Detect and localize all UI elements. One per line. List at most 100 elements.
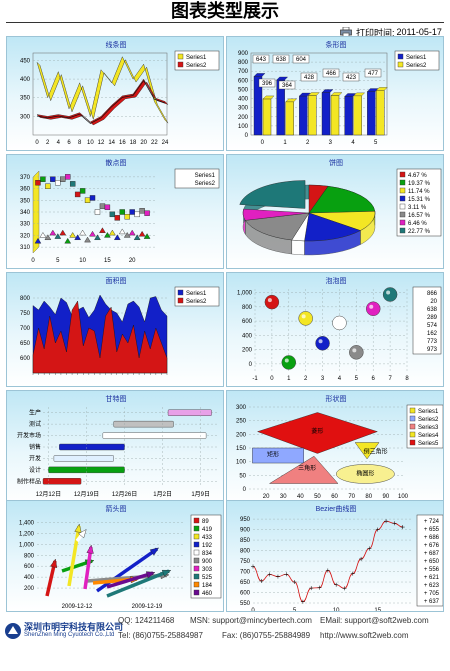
bubble-highlight xyxy=(335,318,340,323)
pie-side xyxy=(291,239,305,256)
bubble xyxy=(298,311,313,326)
legend-swatch xyxy=(399,227,406,234)
x-tick-label: 5 xyxy=(374,140,378,146)
y-tick-label: 0 xyxy=(249,362,253,368)
scatter-pyramid xyxy=(64,237,72,244)
bar xyxy=(262,98,272,136)
legend-swatch xyxy=(399,219,406,226)
scatter-cube xyxy=(55,180,61,186)
legend-label: + 705 xyxy=(424,591,440,597)
y-tick-label: 400 xyxy=(24,575,35,581)
chart-title: 条形图 xyxy=(326,40,347,49)
line-chart-panel: 线条图 300 350 400 450 0 2 4 6 8 10 12 14 16 18 20 22 24 Seri… xyxy=(6,36,224,151)
x-tick-label: 0 xyxy=(270,376,274,382)
data-label-box xyxy=(342,72,360,82)
legend-label: 16.57 % xyxy=(408,213,431,219)
printer-icon[interactable] xyxy=(340,27,352,37)
legend-label: Series2 xyxy=(195,181,216,187)
bar-top xyxy=(330,92,343,96)
y-tick-label: 850 xyxy=(240,538,251,544)
scatter-cube xyxy=(124,213,130,220)
bar-top xyxy=(285,98,298,102)
scatter-pyramid xyxy=(133,234,141,240)
y-tick-label: 1,000 xyxy=(237,291,253,297)
legend-label: 19.37 % xyxy=(408,181,431,187)
y-tick-label: 650 xyxy=(240,580,251,586)
bubble-chart: 泡泡图 0 200 400 600 800 1,000 -1 0 1 2 3 4 5 6 7 8 866 20 638… xyxy=(237,276,442,382)
x-tick-label: 7 xyxy=(388,376,392,382)
msn-contact[interactable]: MSN: support@mincybertech.com xyxy=(190,616,312,625)
arrow-shaft xyxy=(95,547,159,593)
area-chart-panel: 面积图 600 650 700 750 800 Series1 Series2 xyxy=(6,272,224,387)
y-tick-label: 1,400 xyxy=(19,520,35,526)
email-contact[interactable]: EMail: support@soft2web.com xyxy=(320,616,429,625)
legend-label: + 687 xyxy=(424,551,440,557)
bar xyxy=(299,95,308,136)
y-tick-label: 100 xyxy=(236,460,247,466)
legend-label: + 686 xyxy=(424,535,440,541)
y-tick-label: 100 xyxy=(238,124,249,130)
x-tick-label: 0 xyxy=(261,140,265,146)
data-label: 364 xyxy=(282,83,293,89)
scatter-pyramid xyxy=(44,234,52,240)
y-tick-label: 50 xyxy=(239,473,246,479)
x-tick-label: 3 xyxy=(321,376,325,382)
legend-box xyxy=(174,50,220,71)
bar-top xyxy=(298,92,311,97)
scatter-pyramid xyxy=(123,232,131,238)
y-tick-label: 600 xyxy=(240,591,251,597)
bubble xyxy=(349,345,364,360)
x-tick-label: 10 xyxy=(333,608,340,612)
legend-label: Series1 xyxy=(186,55,207,61)
y-tick-label: 800 xyxy=(20,296,31,302)
y-tick-label: 1,000 xyxy=(19,542,35,548)
x-tick-label: 20 xyxy=(140,140,147,146)
category-label: 生产 xyxy=(29,409,41,417)
y-tick-label: 300 xyxy=(20,114,31,120)
tel-contact: Tel: (86)0755-25884987 xyxy=(118,631,203,640)
website-link[interactable]: http://www.soft2web.com xyxy=(320,631,409,640)
y-tick-label: 1,200 xyxy=(19,531,35,537)
scatter-pyramid xyxy=(113,234,121,240)
scatter-pyramid xyxy=(79,229,86,236)
pie-slice xyxy=(308,185,376,214)
legend-label: 4.67 % xyxy=(408,173,427,179)
legend-label: 773 xyxy=(427,339,438,345)
pie-chart-panel: 饼图 4.67 % 19.37 % 11.74 % 15.31 % 3.11 % 16.57… xyxy=(226,154,444,269)
arrow-chart-panel: 箭头图 200 400 600 800 1,000 1,200 1,400 2009-12-12… xyxy=(6,500,224,612)
legend-swatch xyxy=(193,533,200,540)
x-tick-label: 6 xyxy=(372,376,376,382)
bar-top xyxy=(321,89,334,93)
bar xyxy=(376,90,385,136)
legend-swatch xyxy=(409,431,416,438)
bar-top xyxy=(375,87,388,91)
y-tick-label: 700 xyxy=(20,326,31,332)
scatter-pyramid xyxy=(109,229,116,236)
x-tick-label: 60 xyxy=(331,494,338,500)
scatter-cube xyxy=(109,211,116,218)
x-tick-label: 0 xyxy=(35,140,39,146)
y-tick-label: 150 xyxy=(236,446,247,452)
scatter-pyramid xyxy=(74,234,81,240)
x-tick-label: 50 xyxy=(314,494,321,500)
chart-title: 甘特图 xyxy=(106,394,127,403)
legend-label: Series1 xyxy=(195,173,216,179)
legend-label: 973 xyxy=(427,347,438,353)
scatter-pyramid xyxy=(94,234,101,240)
scatter-cube xyxy=(104,204,111,211)
x-tick-label: 12月19日 xyxy=(74,491,99,498)
legend-box xyxy=(412,286,442,355)
legend-swatch xyxy=(409,407,416,414)
bubble-highlight xyxy=(318,339,323,344)
legend-label: 15.31 % xyxy=(408,197,431,203)
legend-label: 89 xyxy=(202,519,209,525)
bar-top xyxy=(353,92,366,96)
gantt-bar xyxy=(42,478,82,485)
x-tick-label: 15 xyxy=(104,258,111,264)
x-tick-label: 1月9日 xyxy=(191,491,210,498)
area-chart: 面积图 600 650 700 750 800 Series1 Series2 xyxy=(20,276,220,375)
bubble-highlight xyxy=(386,290,391,295)
bar-chart: 条形图 0 100 200 300 400 500 600 700 800 900 0 1 2 3 4 5 643… xyxy=(238,40,440,146)
y-tick-label: 0 xyxy=(245,133,249,139)
legend-label: Series4 xyxy=(418,433,439,439)
